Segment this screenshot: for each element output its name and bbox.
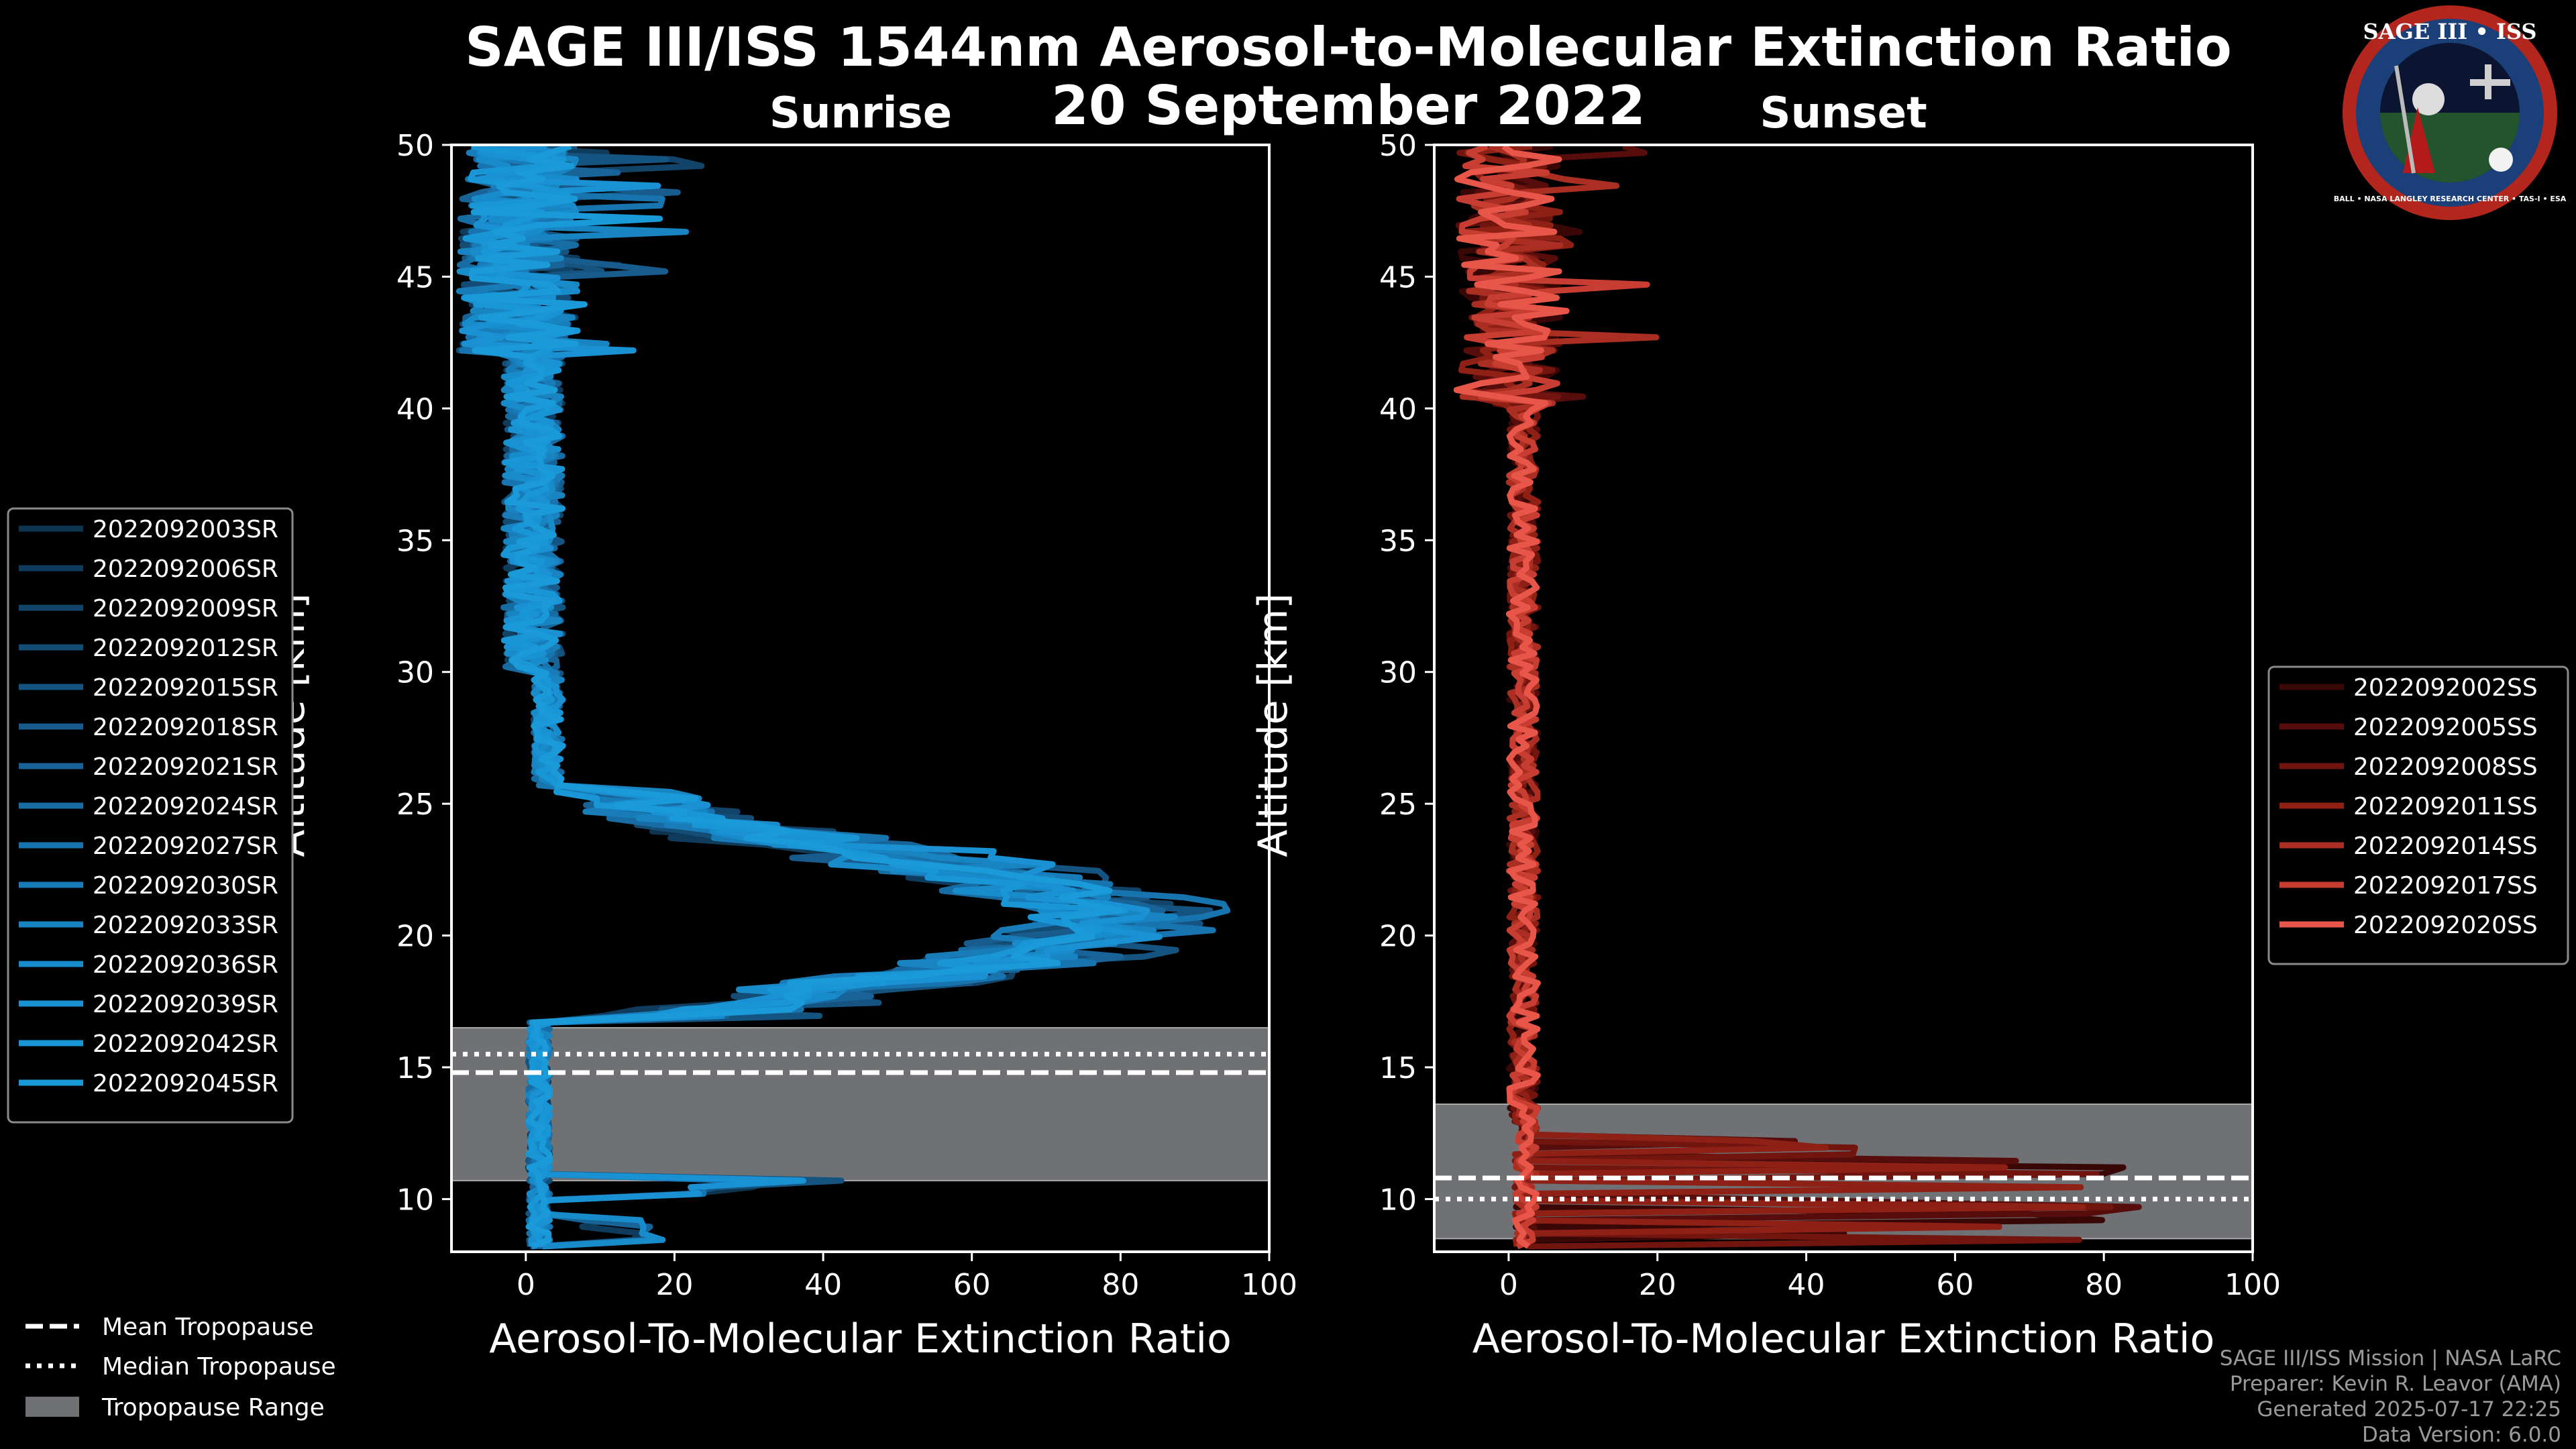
profile-line-2022092014SS [1459, 145, 1660, 1248]
legend-label: 2022092033SR [93, 912, 278, 939]
sunset-subtitle: Sunset [1760, 89, 1927, 138]
profile-lines [1453, 145, 2142, 1250]
credit-preparer: Preparer: Kevin R. Leavor (AMA) [2230, 1372, 2561, 1396]
legend-label: 2022092020SS [2353, 912, 2538, 939]
x-tick-label: 0 [1499, 1268, 1518, 1302]
x-axis-label: Aerosol-To-Molecular Extinction Ratio [489, 1316, 1232, 1362]
x-tick-label: 40 [1788, 1268, 1825, 1302]
x-axis-label: Aerosol-To-Molecular Extinction Ratio [1472, 1316, 2215, 1362]
x-tick-label: 80 [1102, 1268, 1139, 1302]
legend-label: 2022092008SS [2353, 753, 2538, 781]
y-tick-label: 10 [396, 1183, 434, 1217]
legend-label: 2022092042SR [93, 1030, 278, 1058]
y-tick-label: 50 [396, 129, 434, 163]
y-tick-label: 50 [1379, 129, 1417, 163]
credits: SAGE III/ISS Mission | NASA LaRC Prepare… [2220, 1346, 2561, 1447]
legend-label: 2022092012SR [93, 635, 278, 662]
legend-label: 2022092039SR [93, 991, 278, 1018]
legend-label: 2022092009SR [93, 595, 278, 623]
profile-line-2022092020SS [1453, 145, 1570, 1249]
x-tick-label: 40 [804, 1268, 842, 1302]
tropopause-legend: Mean Tropopause Median Tropopause Tropop… [25, 1313, 336, 1421]
x-tick-label: 60 [1936, 1268, 1974, 1302]
profile-lines [455, 145, 1231, 1250]
legend-label: 2022092024SR [93, 793, 278, 820]
y-axis-label: Altitude [km] [1250, 593, 1297, 857]
legend-label: 2022092045SR [93, 1070, 278, 1097]
chart-date: 20 September 2022 [1051, 74, 1646, 137]
legend-label: 2022092030SR [93, 872, 278, 900]
x-tick-label: 20 [655, 1268, 693, 1302]
chart-title: SAGE III/ISS 1544nm Aerosol-to-Molecular… [465, 16, 2232, 78]
median-tropopause-label: Median Tropopause [102, 1353, 336, 1381]
sunset-panel: 0 20 40 60 80 100 10 15 20 25 30 35 40 45 50 Aerosol-To… [1250, 129, 2569, 1362]
x-tick-label: 100 [1241, 1268, 1297, 1302]
y-tick-label: 40 [1379, 392, 1417, 427]
plot-frame [450, 144, 1271, 1253]
profile-line-2022092045SR [462, 145, 1123, 1250]
series-legend: 2022092003SR 2022092006SR 2022092009SR 2022… [7, 507, 294, 1124]
sunrise-subtitle: Sunrise [769, 89, 952, 138]
y-tick-label: 15 [1379, 1051, 1417, 1085]
y-tick-label: 25 [396, 788, 434, 822]
plot-frame [1433, 144, 2254, 1253]
x-tick-label: 60 [953, 1268, 991, 1302]
series-legend: 2022092002SS 2022092005SS 2022092008SS 2022… [2267, 665, 2569, 965]
credit-generated: Generated 2025-07-17 22:25 [2257, 1397, 2561, 1421]
y-tick-label: 20 [396, 920, 434, 954]
y-tick-label: 35 [396, 524, 434, 558]
legend-label: 2022092003SR [93, 516, 278, 543]
y-tick-label: 20 [1379, 920, 1417, 954]
x-tick-label: 100 [2224, 1268, 2281, 1302]
tropopause-range-swatch [25, 1397, 79, 1417]
legend-label: 2022092002SS [2353, 674, 2538, 702]
y-tick-label: 45 [396, 260, 434, 294]
credit-mission: SAGE III/ISS Mission | NASA LaRC [2220, 1346, 2561, 1371]
legend-label: 2022092006SR [93, 555, 278, 583]
legend-label: 2022092014SS [2353, 833, 2538, 860]
profile-line-2022092039SR [459, 145, 1163, 1247]
logo-ring-text: BALL • NASA LANGLEY RESEARCH CENTER • TA… [2334, 195, 2567, 203]
y-tick-label: 15 [396, 1051, 434, 1085]
legend-frame [2267, 665, 2569, 965]
sage-iss-logo: SAGE III • ISS BALL • NASA LANGLEY RESEA… [2334, 5, 2567, 220]
y-tick-label: 25 [1379, 788, 1417, 822]
legend-label: 2022092018SR [93, 714, 278, 741]
legend-label: 2022092027SR [93, 833, 278, 860]
legend-frame [7, 507, 294, 1124]
x-tick-label: 80 [2085, 1268, 2123, 1302]
legend-label: 2022092021SR [93, 753, 278, 781]
y-tick-label: 10 [1379, 1183, 1417, 1217]
logo-text: SAGE III • ISS [2363, 19, 2537, 44]
y-tick-label: 45 [1379, 260, 1417, 294]
credit-data-version: Data Version: 6.0.0 [2362, 1423, 2561, 1447]
mean-tropopause-label: Mean Tropopause [102, 1313, 314, 1341]
y-tick-label: 30 [1379, 656, 1417, 690]
y-tick-label: 30 [396, 656, 434, 690]
x-tick-label: 20 [1639, 1268, 1676, 1302]
x-tick-label: 0 [517, 1268, 535, 1302]
y-tick-label: 40 [396, 392, 434, 427]
legend-label: 2022092015SR [93, 674, 278, 702]
tropopause-range-label: Tropopause Range [101, 1394, 325, 1421]
y-tick-label: 35 [1379, 524, 1417, 558]
legend-label: 2022092017SS [2353, 872, 2538, 900]
legend-label: 2022092011SS [2353, 793, 2538, 820]
legend-label: 2022092005SS [2353, 714, 2538, 741]
sunrise-panel: 0 20 40 60 80 100 10 15 20 25 30 35 40 45 50 Aerosol-To… [7, 129, 1297, 1362]
tropopause-range-band [451, 1027, 1270, 1181]
legend-label: 2022092036SR [93, 951, 278, 979]
